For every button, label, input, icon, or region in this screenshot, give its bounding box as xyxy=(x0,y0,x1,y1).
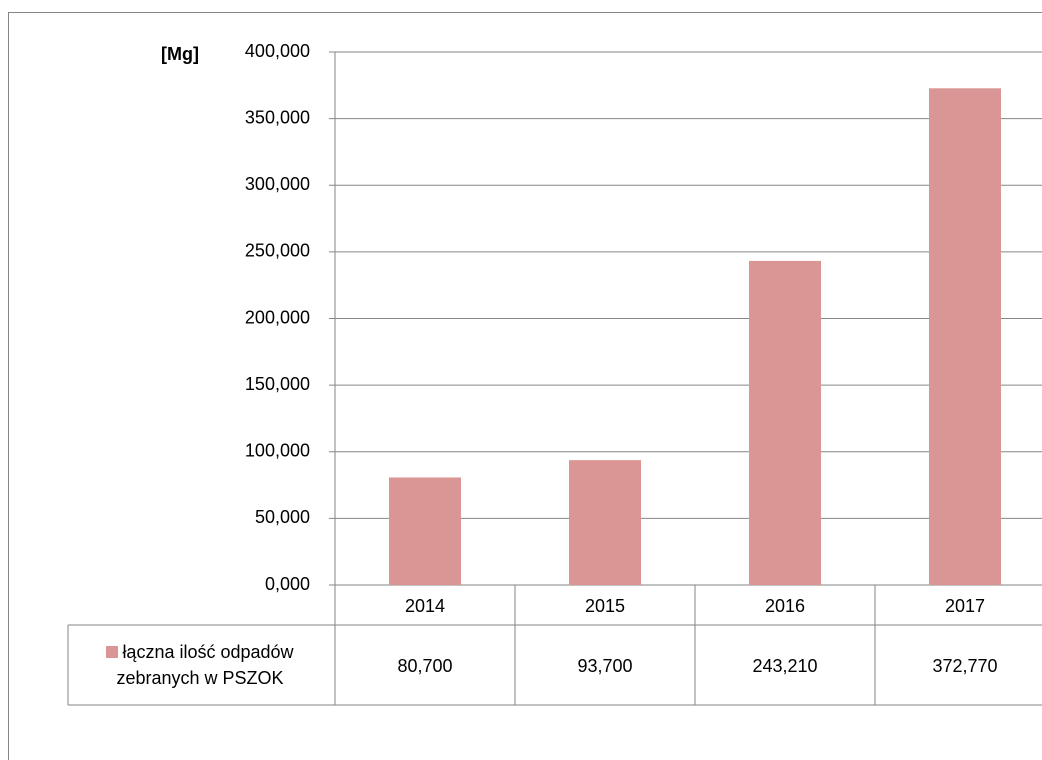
x-tick-label: 2015 xyxy=(585,596,625,616)
y-tick-label: 350,000 xyxy=(245,107,310,127)
y-tick-label: 50,000 xyxy=(255,507,310,527)
y-tick-label: 250,000 xyxy=(245,241,310,261)
data-table-value: 80,700 xyxy=(397,656,452,676)
y-axis-label: [Mg] xyxy=(161,44,199,64)
bar xyxy=(569,460,641,585)
bar xyxy=(929,88,1001,586)
y-tick-label: 0,000 xyxy=(265,574,310,594)
x-tick-label: 2016 xyxy=(765,596,805,616)
x-tick-label: 2014 xyxy=(405,596,445,616)
legend-entry: łączna ilość odpadów zebranych w PSZOK xyxy=(68,639,332,691)
chart-border xyxy=(8,12,1042,760)
data-table-value: 93,700 xyxy=(577,656,632,676)
y-tick-label: 200,000 xyxy=(245,307,310,327)
legend-key xyxy=(106,646,119,658)
data-table-value: 372,770 xyxy=(932,656,997,676)
y-tick-label: 100,000 xyxy=(245,441,310,461)
legend: łączna ilość odpadów zebranych w PSZOK xyxy=(68,626,332,704)
legend-label: łączna ilość odpadów zebranych w PSZOK xyxy=(116,642,294,688)
y-tick-label: 400,000 xyxy=(245,41,310,61)
x-tick-label: 2017 xyxy=(945,596,985,616)
data-table-value: 243,210 xyxy=(752,656,817,676)
y-tick-label: 300,000 xyxy=(245,174,310,194)
bar xyxy=(389,477,461,585)
y-tick-label: 150,000 xyxy=(245,374,310,394)
bar xyxy=(749,260,821,585)
